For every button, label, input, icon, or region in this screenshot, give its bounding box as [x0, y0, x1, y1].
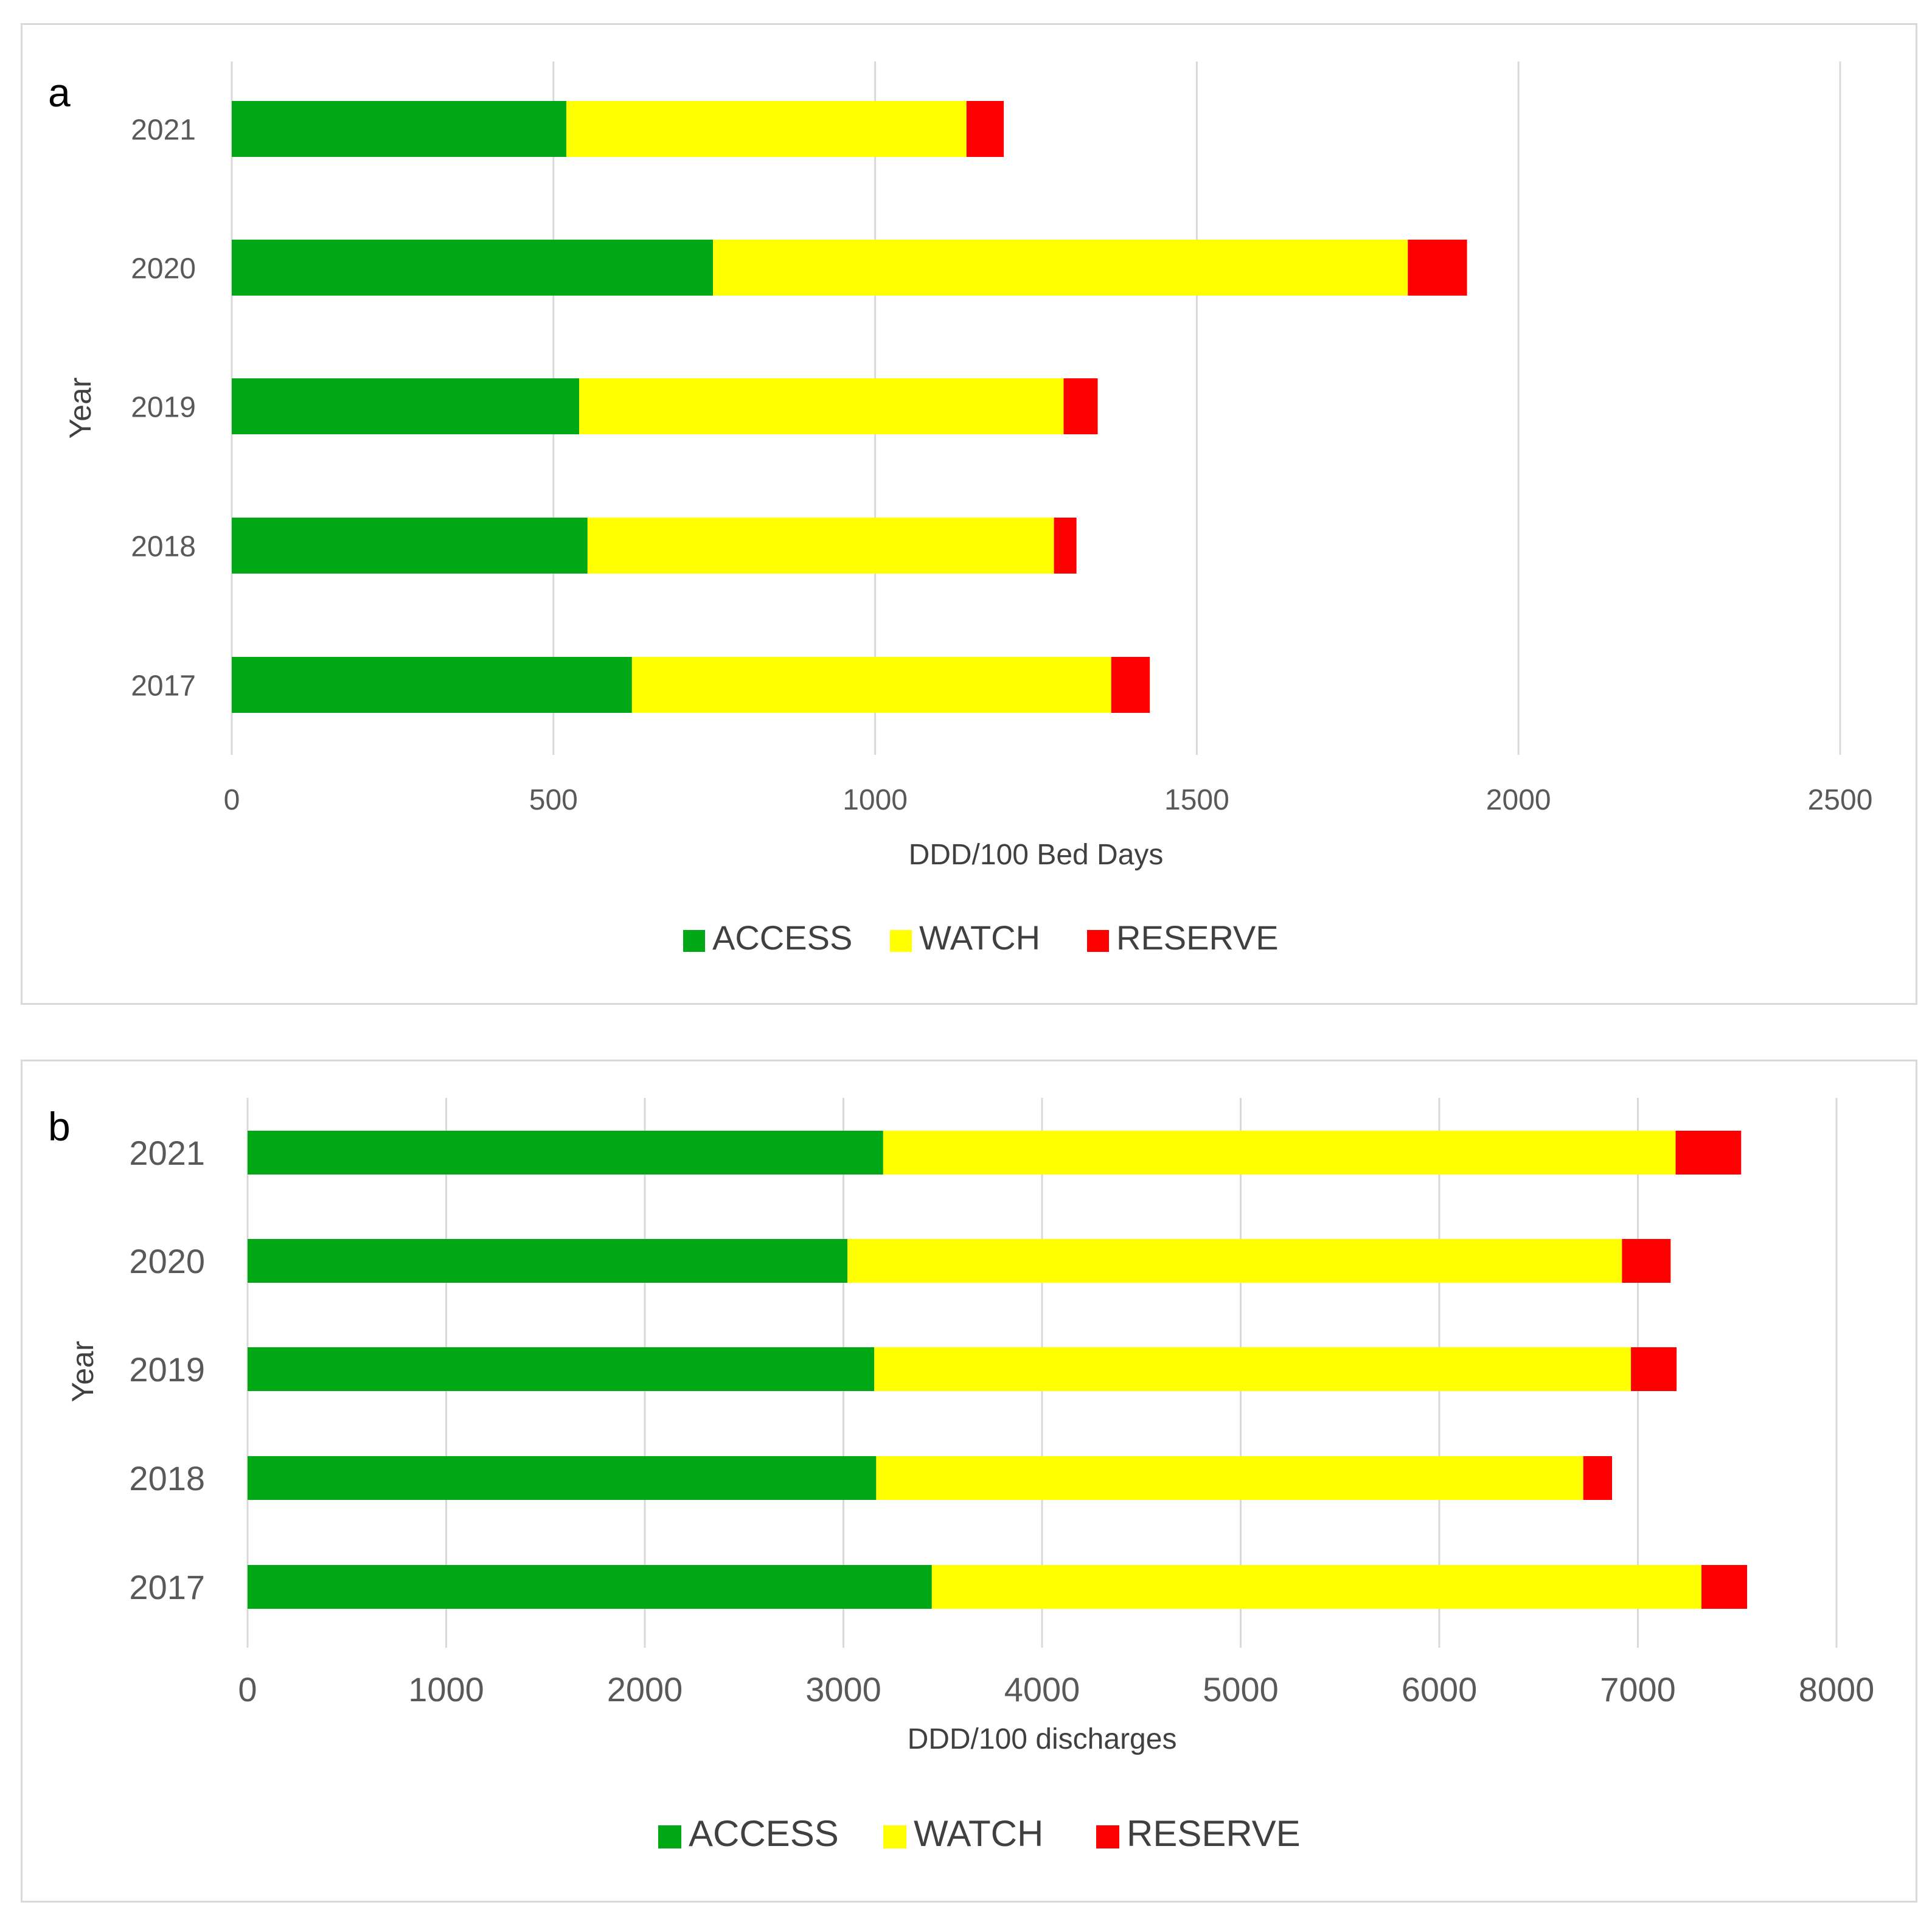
x-tick-label: 4000	[1004, 1670, 1080, 1709]
x-tick-label: 500	[529, 784, 578, 816]
x-tick-label: 0	[224, 784, 240, 816]
bar-watch-2017	[631, 657, 1111, 713]
legend-swatch-reserve	[1087, 930, 1109, 952]
y-axis-title: Year	[63, 377, 97, 439]
bar-watch-2020	[847, 1239, 1622, 1283]
bar-reserve-2018	[1583, 1456, 1613, 1500]
x-tick-label: 7000	[1600, 1670, 1676, 1709]
x-tick-label: 2000	[607, 1670, 683, 1709]
y-category-label: 2018	[129, 1459, 205, 1497]
x-axis-title: DDD/100 discharges	[908, 1723, 1177, 1755]
bar-access-2021	[248, 1131, 883, 1175]
chart-b-svg: 0 1000 2000 3000 4000 5000 6000 7000 8000 2021 202…	[48, 1098, 1875, 1854]
bar-access-2018	[248, 1456, 877, 1500]
bar-reserve-2021	[966, 101, 1004, 157]
bar-access-2020	[248, 1239, 848, 1283]
bar-access-2019	[232, 378, 580, 434]
bar-reserve-2017	[1111, 657, 1150, 713]
legend-swatch-reserve	[1096, 1825, 1119, 1848]
x-tick-label: 6000	[1402, 1670, 1478, 1709]
panel-label: a	[48, 70, 71, 115]
legend-label-access: ACCESS	[712, 918, 852, 957]
x-axis-title: DDD/100 Bed Days	[909, 839, 1164, 871]
legend-swatch-watch	[883, 1825, 906, 1848]
bar-watch-2017	[931, 1565, 1701, 1609]
bar-reserve-2018	[1054, 518, 1077, 574]
y-category-label: 2017	[131, 670, 196, 702]
bar-reserve-2021	[1675, 1131, 1742, 1175]
bar-reserve-2019	[1063, 378, 1098, 434]
x-tick-label: 1500	[1164, 784, 1229, 816]
y-category-label: 2018	[131, 530, 196, 563]
x-tick-label: 2500	[1808, 784, 1873, 816]
x-tick-label: 3000	[805, 1670, 881, 1709]
x-tick-label: 1000	[408, 1670, 484, 1709]
chart-panel-b: 0 1000 2000 3000 4000 5000 6000 7000 8000 2021 202…	[21, 1060, 1917, 1903]
bar-watch-2018	[876, 1456, 1583, 1500]
bar-reserve-2017	[1701, 1565, 1748, 1609]
y-category-label: 2019	[129, 1350, 205, 1389]
y-category-label: 2021	[131, 114, 196, 146]
bar-watch-2019	[579, 378, 1064, 434]
chart-panel-a: 0 500 1000 1500 2000 2500 2021 2020 2019 2018 2017…	[21, 23, 1917, 1005]
y-category-label: 2017	[129, 1568, 205, 1606]
bar-reserve-2020	[1408, 240, 1467, 296]
x-tick-label: 5000	[1203, 1670, 1279, 1709]
bar-reserve-2019	[1631, 1347, 1677, 1391]
bar-access-2017	[232, 657, 632, 713]
legend-label-watch: WATCH	[914, 1813, 1043, 1854]
chart-a-svg: 0 500 1000 1500 2000 2500 2021 2020 2019 2018 2017…	[48, 61, 1873, 957]
legend-label-reserve: RESERVE	[1116, 918, 1279, 957]
y-category-label: 2020	[129, 1242, 205, 1280]
y-category-label: 2020	[131, 252, 196, 285]
y-category-label: 2021	[129, 1134, 205, 1172]
y-axis-title: Year	[66, 1341, 100, 1402]
bar-access-2019	[248, 1347, 875, 1391]
x-tick-label: 1000	[843, 784, 908, 816]
panel-label: b	[48, 1104, 71, 1149]
legend-label-access: ACCESS	[689, 1813, 839, 1854]
x-tick-label: 0	[238, 1670, 257, 1709]
legend-label-reserve: RESERVE	[1127, 1813, 1301, 1854]
bar-watch-2021	[883, 1131, 1676, 1175]
bar-watch-2020	[713, 240, 1408, 296]
legend-swatch-watch	[890, 930, 912, 952]
legend-swatch-access	[658, 1825, 681, 1848]
bar-access-2021	[232, 101, 566, 157]
legend-swatch-access	[683, 930, 705, 952]
legend-label-watch: WATCH	[919, 918, 1040, 957]
x-tick-label: 8000	[1799, 1670, 1875, 1709]
y-category-label: 2019	[131, 391, 196, 423]
bar-watch-2018	[587, 518, 1054, 574]
bar-watch-2019	[874, 1347, 1631, 1391]
x-tick-label: 2000	[1486, 784, 1551, 816]
bar-access-2017	[248, 1565, 932, 1609]
bar-reserve-2020	[1622, 1239, 1671, 1283]
bar-access-2018	[232, 518, 588, 574]
bar-watch-2021	[566, 101, 967, 157]
bar-access-2020	[232, 240, 714, 296]
